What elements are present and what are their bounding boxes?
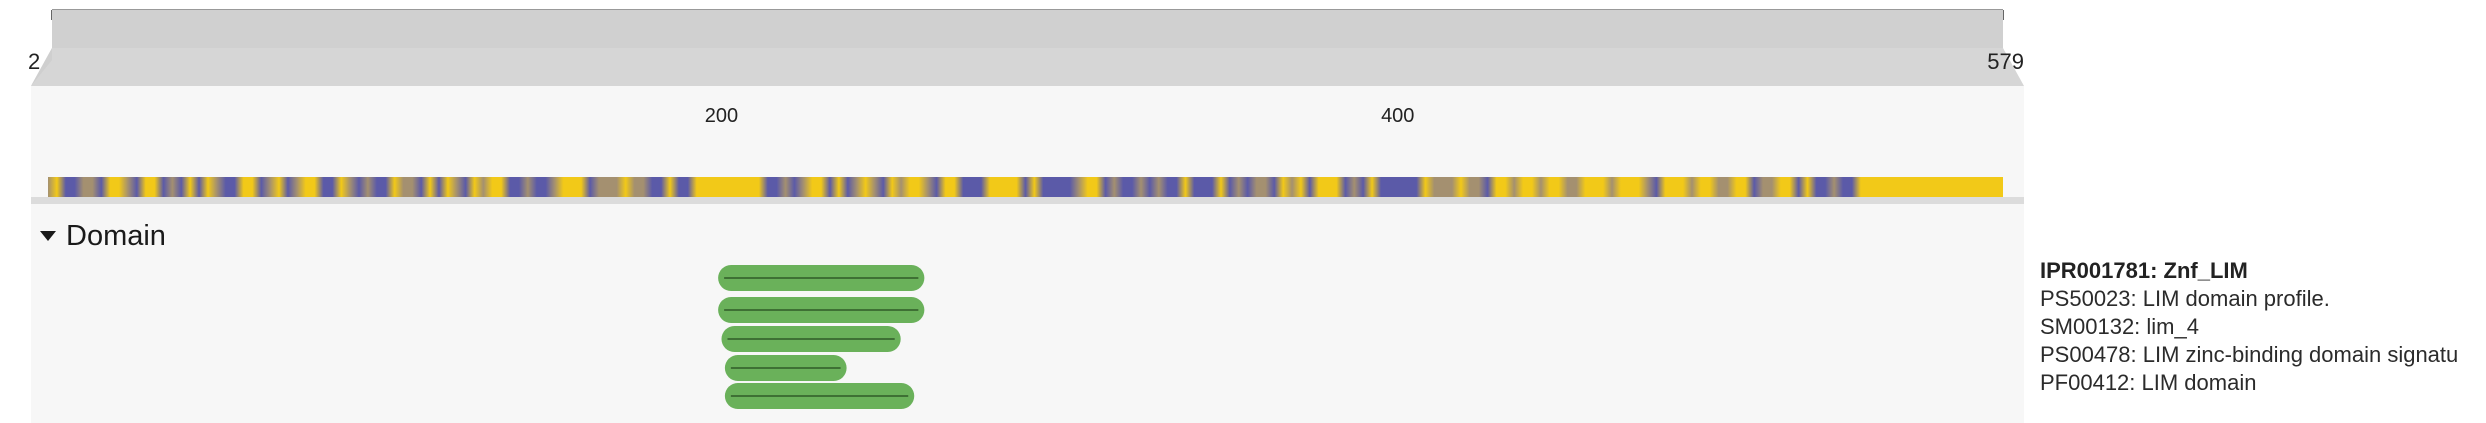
hydropathy-track[interactable] bbox=[48, 177, 2003, 197]
zoom-ruler-label: 200 bbox=[705, 105, 738, 127]
zoom-funnel-left bbox=[31, 48, 52, 86]
ruler-start-label: 2 bbox=[28, 49, 40, 74]
feature-label-ps50023[interactable]: PS50023: LIM domain profile. bbox=[2040, 286, 2330, 311]
domain-track-toggle[interactable]: Domain bbox=[40, 220, 166, 252]
ruler-end-label: 579 bbox=[1987, 49, 2024, 74]
feature-label-sm00132[interactable]: SM00132: lim_4 bbox=[2040, 314, 2199, 339]
caret-down-icon bbox=[40, 231, 56, 241]
zoom-window[interactable] bbox=[31, 10, 2024, 86]
zoom-ruler-label: 400 bbox=[1381, 105, 1414, 127]
domain-track-panel bbox=[31, 204, 2024, 423]
feature-label-pf00412[interactable]: PF00412: LIM domain bbox=[2040, 370, 2257, 395]
feature-label-ps00478[interactable]: PS00478: LIM zinc-binding domain signatu bbox=[2040, 342, 2459, 367]
zoom-brush[interactable] bbox=[52, 10, 2003, 48]
zoom-ruler-labels: 200 400 bbox=[705, 105, 1415, 127]
zoom-funnel bbox=[31, 48, 2024, 86]
domain-features bbox=[718, 265, 925, 409]
track-divider bbox=[31, 197, 2024, 204]
entry-label[interactable]: IPR001781: Znf_LIM bbox=[2040, 258, 2248, 283]
domain-track-title: Domain bbox=[66, 220, 166, 252]
